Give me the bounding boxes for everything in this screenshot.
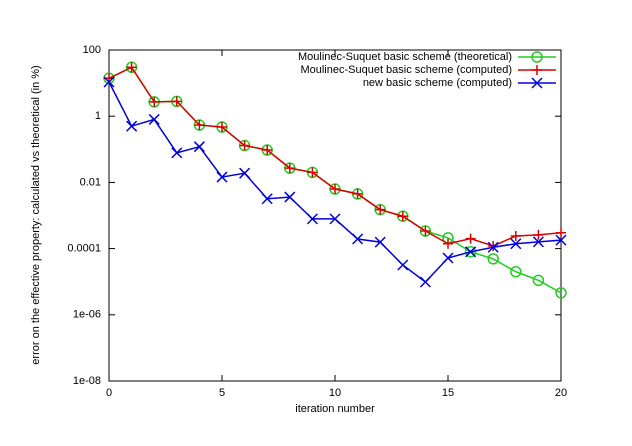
marker [103, 76, 115, 88]
marker [465, 233, 476, 244]
marker [126, 62, 137, 73]
marker [443, 238, 453, 249]
marker [329, 213, 341, 225]
marker [465, 246, 477, 258]
marker [330, 184, 340, 195]
y-tick-label: 1e-08 [73, 375, 101, 387]
x-tick-label: 0 [106, 387, 112, 399]
marker [397, 211, 408, 222]
marker [126, 120, 138, 132]
x-tick-label: 15 [442, 387, 454, 399]
legend-marker [531, 77, 543, 89]
marker [216, 171, 228, 183]
marker [510, 265, 522, 278]
marker [510, 238, 522, 250]
x-tick-label: 5 [219, 387, 225, 399]
marker [148, 113, 160, 125]
marker [556, 227, 566, 238]
y-tick-label: 1 [95, 110, 101, 122]
marker [284, 163, 295, 174]
marker [532, 236, 544, 248]
marker [487, 253, 499, 265]
legend-label: Moulinec-Suquet basic scheme (computed) [300, 64, 512, 76]
marker [352, 188, 363, 199]
marker [397, 259, 409, 271]
legend-label: new basic scheme (computed) [363, 77, 512, 89]
marker [239, 167, 251, 179]
marker [262, 145, 273, 156]
marker [261, 193, 273, 205]
marker [239, 140, 250, 151]
marker [533, 229, 544, 240]
marker [284, 191, 296, 203]
marker [419, 276, 431, 288]
x-tick-label: 10 [329, 387, 341, 399]
marker [306, 213, 318, 225]
marker [555, 234, 567, 246]
marker [171, 147, 183, 159]
y-tick-label: 0.0001 [67, 243, 101, 255]
marker [194, 120, 205, 131]
y-tick-label: 100 [83, 44, 101, 56]
marker [149, 96, 160, 107]
marker [352, 233, 364, 245]
legend-label: Moulinec-Suquet basic scheme (theoretica… [298, 51, 512, 63]
marker [555, 287, 567, 299]
marker [217, 122, 227, 133]
y-tick-label: 0.01 [80, 176, 101, 188]
marker [307, 167, 318, 178]
marker [420, 226, 431, 237]
y-axis-label: error on the effective property: calcula… [30, 65, 42, 364]
legend-marker [532, 65, 542, 75]
marker [510, 231, 521, 242]
marker [532, 274, 545, 287]
marker [464, 246, 477, 258]
x-axis-label: iteration number [295, 403, 375, 415]
marker [375, 204, 386, 215]
series-line [108, 81, 562, 283]
marker [374, 236, 386, 248]
marker [487, 241, 499, 253]
marker [193, 141, 205, 153]
y-tick-label: 1e-06 [73, 309, 101, 321]
marker [442, 252, 454, 264]
x-tick-label: 20 [555, 387, 567, 399]
legend-marker [531, 51, 543, 63]
marker [171, 96, 182, 107]
